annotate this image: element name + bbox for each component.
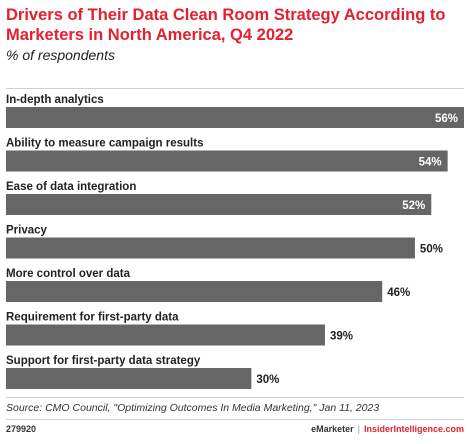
footer-divider xyxy=(6,397,464,398)
value-label: 39% xyxy=(330,331,353,343)
value-label: 52% xyxy=(402,200,425,212)
chart-subtitle: % of respondents xyxy=(6,47,115,63)
bar xyxy=(6,237,415,259)
bar-chart: In-depth analytics 56% Ability to measure … xyxy=(6,94,464,389)
category-label: Ease of data integration xyxy=(6,181,136,193)
category-label: In-depth analytics xyxy=(6,94,104,106)
footer-divider-bottom xyxy=(6,419,464,420)
value-label: 30% xyxy=(256,374,279,386)
value-label: 50% xyxy=(420,244,443,256)
figure-id: 279920 xyxy=(6,424,37,434)
bar xyxy=(6,281,383,302)
bar xyxy=(6,194,432,215)
category-label: Support for first-party data strategy xyxy=(6,355,201,367)
value-label: 56% xyxy=(435,113,458,125)
value-label: 54% xyxy=(419,157,442,169)
bar xyxy=(6,107,464,128)
brand-emarketer: eMarketer xyxy=(311,424,354,434)
value-label: 46% xyxy=(387,287,410,299)
category-label: Privacy xyxy=(6,225,48,237)
source-note: Source: CMO Council, "Optimizing Outcome… xyxy=(6,402,380,414)
chart-title: Drivers of Their Data Clean Room Strateg… xyxy=(6,6,446,44)
category-label: More control over data xyxy=(6,268,131,280)
bar xyxy=(6,324,325,346)
brand-insider-intelligence: InsiderIntelligence.com xyxy=(363,424,464,434)
category-label: Requirement for first-party data xyxy=(6,312,179,324)
brand-footer: eMarketer | InsiderIntelligence.com xyxy=(311,424,464,434)
category-label: Ability to measure campaign results xyxy=(6,138,203,150)
header-divider xyxy=(6,88,464,89)
brand-separator: | xyxy=(357,424,360,434)
bar xyxy=(6,150,448,172)
bar xyxy=(6,368,252,389)
